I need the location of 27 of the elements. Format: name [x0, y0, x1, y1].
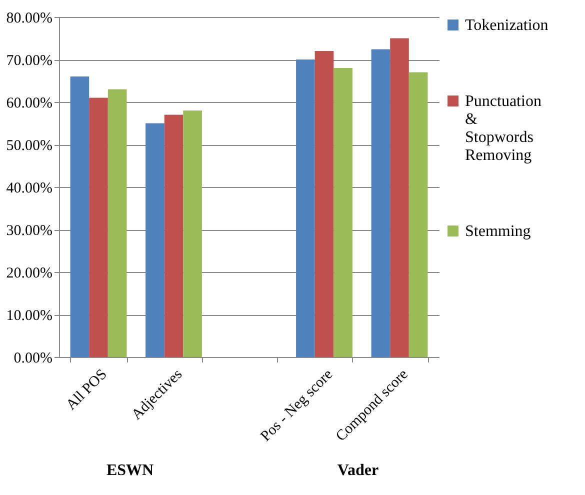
- y-tick-label: 0.00%: [14, 350, 52, 366]
- text: Vader: [337, 462, 379, 480]
- text: ESWN: [106, 462, 154, 480]
- legend-label: Stemming: [465, 223, 531, 240]
- bar: [334, 68, 352, 357]
- legend-label: Punctuation & Stopwords Removing: [465, 93, 542, 164]
- y-tick-label: 70.00%: [6, 53, 52, 69]
- y-tick-label: 80.00%: [6, 10, 52, 26]
- y-tick-label: 30.00%: [6, 223, 52, 239]
- bar: [371, 49, 390, 357]
- y-tick-label: 20.00%: [6, 266, 52, 282]
- bar: [183, 110, 202, 357]
- bar: [146, 123, 164, 357]
- y-tick-label: 40.00%: [6, 180, 52, 196]
- legend-label: Tokenization: [465, 17, 548, 34]
- bar: [296, 60, 315, 357]
- y-tick-label: 10.00%: [6, 308, 52, 324]
- bar: [408, 72, 428, 357]
- y-tick-label: 60.00%: [6, 96, 52, 112]
- bar: [108, 89, 127, 357]
- bar: [89, 98, 108, 357]
- y-tick-label: 50.00%: [6, 138, 52, 154]
- bar: [70, 76, 90, 357]
- x-tick-label: All POS: [63, 366, 110, 414]
- bar: [164, 114, 184, 357]
- bar: [390, 38, 409, 357]
- bar: [314, 51, 334, 357]
